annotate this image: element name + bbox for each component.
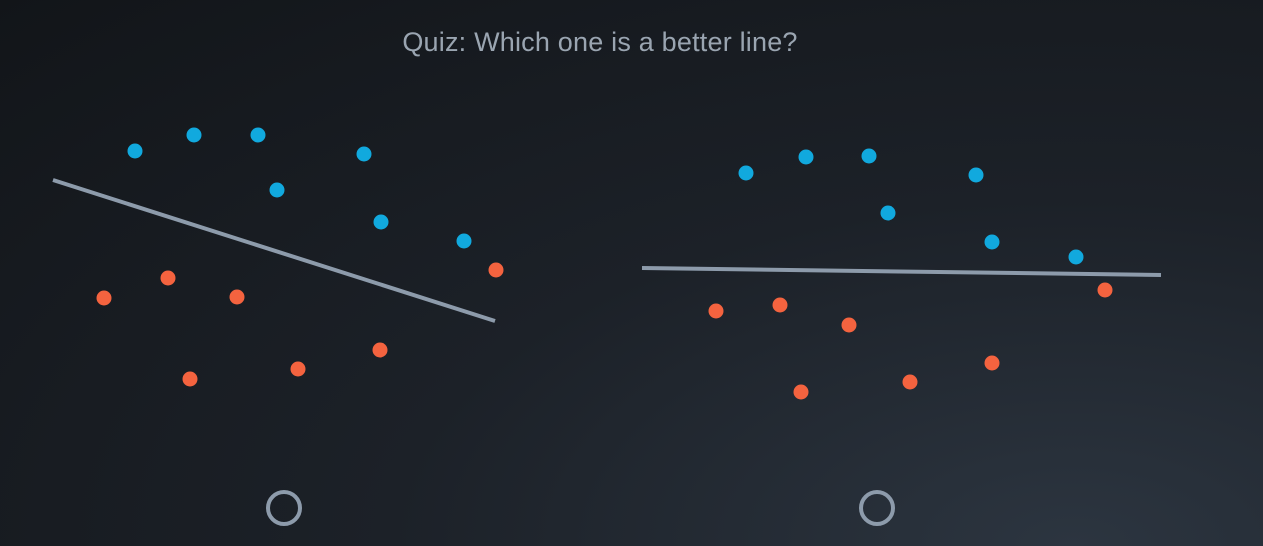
red-point-right-4 — [984, 355, 1000, 371]
blue-point-left-0 — [127, 143, 143, 159]
blue-point-left-4 — [269, 182, 285, 198]
blue-point-right-2 — [861, 148, 877, 164]
red-point-left-4 — [372, 342, 388, 358]
blue-point-right-5 — [984, 234, 1000, 250]
blue-point-left-6 — [456, 233, 472, 249]
blue-point-left-1 — [186, 127, 202, 143]
blue-point-right-0 — [738, 165, 754, 181]
blue-point-left-3 — [356, 146, 372, 162]
blue-point-right-4 — [880, 205, 896, 221]
blue-point-right-1 — [798, 149, 814, 165]
answer-radio-right[interactable] — [859, 490, 895, 526]
answer-radio-left[interactable] — [266, 490, 302, 526]
separating-line-left — [52, 178, 496, 323]
blue-point-right-3 — [968, 167, 984, 183]
red-point-right-0 — [1097, 282, 1113, 298]
red-point-left-0 — [488, 262, 504, 278]
red-point-right-6 — [793, 384, 809, 400]
quiz-title: Quiz: Which one is a better line? — [402, 27, 798, 57]
separating-line-right — [641, 266, 1162, 277]
red-point-left-1 — [160, 270, 176, 286]
option-left — [52, 127, 504, 526]
red-point-left-5 — [290, 361, 306, 377]
red-point-right-3 — [841, 317, 857, 333]
blue-point-left-5 — [373, 214, 389, 230]
red-point-left-6 — [182, 371, 198, 387]
red-point-left-2 — [96, 290, 112, 306]
blue-point-right-6 — [1068, 249, 1084, 265]
red-point-left-3 — [229, 289, 245, 305]
blue-point-left-2 — [250, 127, 266, 143]
red-point-right-5 — [902, 374, 918, 390]
red-point-right-1 — [772, 297, 788, 313]
red-point-right-2 — [708, 303, 724, 319]
option-right — [641, 148, 1162, 526]
